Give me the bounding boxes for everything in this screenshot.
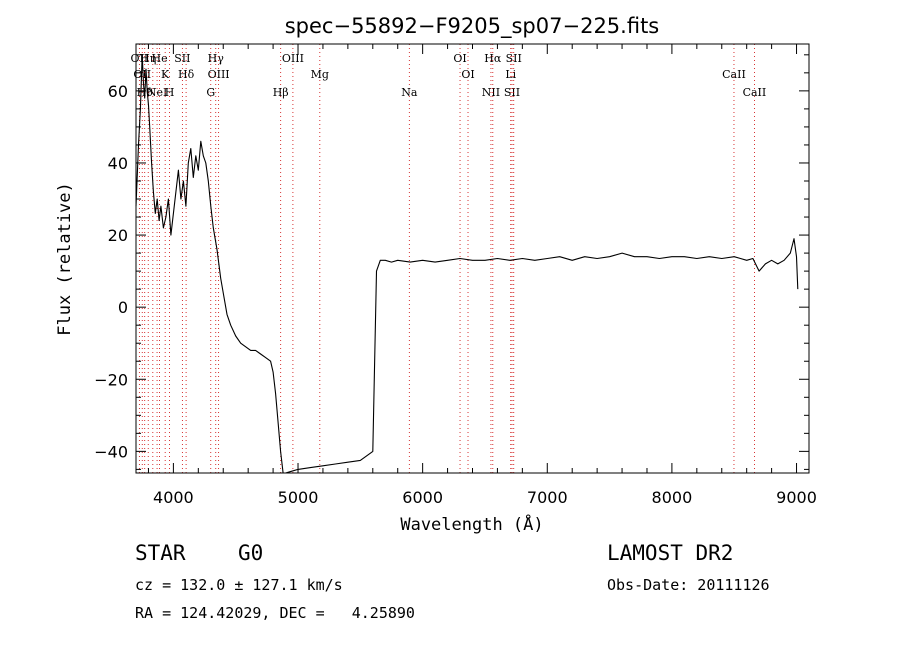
line-label: OI xyxy=(453,52,466,65)
line-label: OIII xyxy=(208,68,230,81)
y-tick-label: −20 xyxy=(94,370,128,389)
line-label: NII xyxy=(482,86,500,99)
y-tick-label: 0 xyxy=(118,298,128,317)
line-label: CaII xyxy=(722,68,746,81)
survey-name: LAMOST DR2 xyxy=(607,541,734,565)
line-label: K xyxy=(161,68,170,81)
line-label: Li xyxy=(505,68,516,81)
line-label: Hγ xyxy=(208,52,225,65)
redshift-text: cz = 132.0 ± 127.1 km/s xyxy=(135,576,343,594)
x-tick-label: 8000 xyxy=(652,488,693,507)
line-label: Hβ xyxy=(273,86,289,99)
line-label: SII xyxy=(504,86,520,99)
line-label: CaII xyxy=(743,86,767,99)
line-label: OIII xyxy=(282,52,304,65)
line-label: H xyxy=(165,86,175,99)
spectrum-line xyxy=(135,54,799,474)
y-tick-label: 40 xyxy=(108,154,128,173)
x-tick-label: 4000 xyxy=(153,488,194,507)
line-label: OII xyxy=(131,52,149,65)
line-label: NeI xyxy=(147,86,167,99)
line-label: SII xyxy=(174,52,190,65)
object-subclass: G0 xyxy=(238,541,264,565)
obs-date: Obs-Date: 20111126 xyxy=(607,576,770,594)
chart-title: spec−55892−F9205_sp07−225.fits xyxy=(285,14,660,39)
spectral-line-markers: OIIOIIHθHηNeIHeKHSIIHδGHγOIIIHβOIIIMgNaO… xyxy=(131,44,767,473)
y-tick-label: 20 xyxy=(108,226,128,245)
spectrum-series xyxy=(135,54,799,474)
plot-frame xyxy=(135,43,810,474)
x-tick-label: 6000 xyxy=(402,488,443,507)
y-axis-label: Flux (relative) xyxy=(55,182,75,336)
object-class: STAR xyxy=(135,541,186,565)
line-label: Na xyxy=(401,86,418,99)
line-label: Hη xyxy=(140,52,156,65)
y-tick-label: 60 xyxy=(108,82,128,101)
line-label: SII xyxy=(506,52,522,65)
line-label: Hδ xyxy=(178,68,195,81)
x-tick-label: 9000 xyxy=(776,488,817,507)
coordinates: RA = 124.42029, DEC = 4.25890 xyxy=(135,604,415,622)
axis-ticks: 4000 5000 6000 7000 8000 9000 −40 −20 0 20 40 60 xyxy=(94,44,817,507)
line-label: G xyxy=(206,86,215,99)
line-label: He xyxy=(152,52,168,65)
line-label: Mg xyxy=(311,68,329,81)
x-tick-label: 5000 xyxy=(278,488,319,507)
line-label: Hα xyxy=(484,52,502,65)
x-axis-label: Wavelength (Å) xyxy=(400,513,543,535)
line-label: OI xyxy=(461,68,474,81)
y-tick-label: −40 xyxy=(94,442,128,461)
x-tick-label: 7000 xyxy=(527,488,568,507)
